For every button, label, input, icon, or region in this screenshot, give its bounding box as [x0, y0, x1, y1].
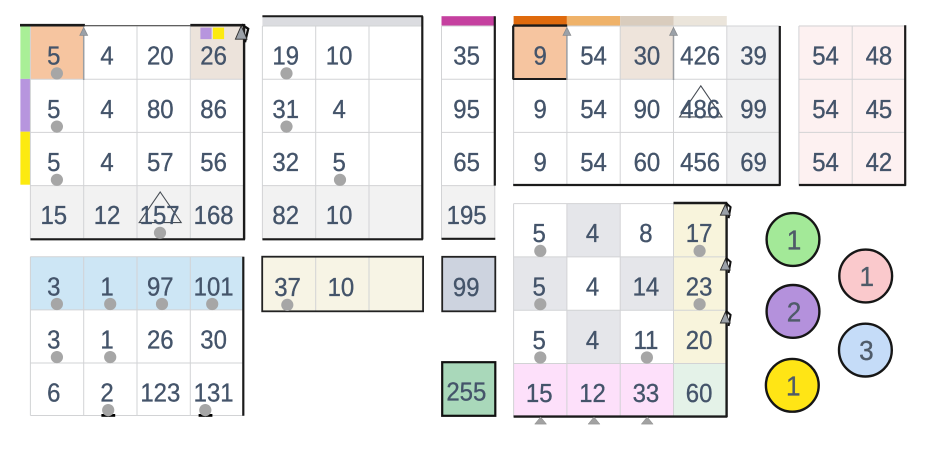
svg-text:5: 5 — [47, 95, 60, 124]
svg-text:19: 19 — [272, 42, 299, 71]
svg-text:99: 99 — [453, 273, 480, 302]
svg-text:10: 10 — [326, 42, 353, 71]
svg-text:99: 99 — [740, 95, 767, 124]
svg-text:42: 42 — [866, 148, 893, 177]
svg-text:69: 69 — [740, 148, 767, 177]
svg-text:157: 157 — [140, 201, 180, 230]
svg-text:31: 31 — [272, 95, 299, 124]
svg-text:26: 26 — [200, 42, 227, 71]
svg-text:4: 4 — [586, 273, 599, 302]
svg-text:5: 5 — [47, 42, 60, 71]
svg-text:9: 9 — [534, 95, 547, 124]
svg-text:15: 15 — [40, 201, 67, 230]
svg-text:95: 95 — [453, 95, 480, 124]
svg-text:65: 65 — [453, 148, 480, 177]
svg-text:4: 4 — [586, 219, 599, 248]
svg-text:123: 123 — [140, 379, 180, 408]
svg-text:15: 15 — [526, 379, 553, 408]
svg-text:12: 12 — [579, 379, 606, 408]
svg-text:4: 4 — [100, 148, 113, 177]
svg-text:30: 30 — [200, 326, 227, 355]
svg-text:1: 1 — [786, 371, 801, 402]
svg-text:3: 3 — [47, 273, 60, 302]
svg-text:5: 5 — [47, 148, 60, 177]
svg-text:54: 54 — [580, 95, 607, 124]
svg-text:5: 5 — [533, 219, 546, 248]
svg-text:5: 5 — [332, 148, 345, 177]
svg-text:60: 60 — [634, 148, 661, 177]
svg-text:131: 131 — [194, 379, 234, 408]
svg-text:48: 48 — [866, 42, 893, 71]
svg-text:54: 54 — [812, 148, 839, 177]
svg-text:9: 9 — [534, 42, 547, 71]
svg-text:1: 1 — [787, 225, 802, 256]
svg-text:30: 30 — [634, 42, 661, 71]
svg-text:97: 97 — [147, 273, 174, 302]
svg-text:11: 11 — [633, 326, 658, 355]
svg-text:35: 35 — [453, 42, 480, 71]
svg-text:23: 23 — [686, 273, 713, 302]
svg-text:54: 54 — [812, 95, 839, 124]
svg-text:10: 10 — [328, 273, 355, 302]
svg-text:8: 8 — [639, 219, 652, 248]
svg-text:4: 4 — [332, 95, 345, 124]
svg-text:82: 82 — [272, 201, 299, 230]
svg-text:80: 80 — [147, 95, 174, 124]
svg-text:168: 168 — [194, 201, 234, 230]
svg-text:456: 456 — [680, 148, 720, 177]
svg-text:56: 56 — [200, 148, 227, 177]
svg-text:54: 54 — [812, 42, 839, 71]
svg-text:32: 32 — [272, 148, 299, 177]
svg-text:5: 5 — [533, 326, 546, 355]
svg-text:1: 1 — [100, 326, 113, 355]
svg-text:1: 1 — [100, 273, 113, 302]
svg-text:426: 426 — [680, 42, 720, 71]
svg-text:86: 86 — [200, 95, 227, 124]
svg-text:90: 90 — [634, 95, 661, 124]
svg-text:5: 5 — [533, 273, 546, 302]
svg-text:37: 37 — [274, 273, 301, 302]
svg-text:3: 3 — [47, 326, 60, 355]
svg-text:3: 3 — [859, 336, 874, 367]
svg-text:60: 60 — [686, 379, 713, 408]
svg-text:12: 12 — [94, 201, 121, 230]
svg-text:10: 10 — [326, 201, 353, 230]
svg-text:1: 1 — [859, 261, 874, 292]
svg-text:255: 255 — [446, 378, 486, 407]
svg-text:2: 2 — [787, 297, 802, 328]
svg-text:6: 6 — [47, 379, 60, 408]
svg-text:486: 486 — [680, 95, 720, 124]
svg-text:54: 54 — [580, 148, 607, 177]
svg-text:26: 26 — [147, 326, 174, 355]
svg-text:33: 33 — [633, 379, 660, 408]
svg-text:45: 45 — [866, 95, 893, 124]
svg-text:20: 20 — [686, 326, 713, 355]
svg-text:2: 2 — [100, 379, 113, 408]
svg-text:57: 57 — [147, 148, 174, 177]
svg-text:17: 17 — [686, 219, 713, 248]
svg-text:20: 20 — [147, 42, 174, 71]
svg-text:14: 14 — [633, 273, 660, 302]
svg-text:4: 4 — [586, 326, 599, 355]
svg-text:195: 195 — [447, 201, 487, 230]
svg-text:4: 4 — [100, 95, 113, 124]
svg-text:4: 4 — [100, 42, 113, 71]
svg-text:101: 101 — [194, 273, 234, 302]
svg-text:54: 54 — [580, 42, 607, 71]
svg-text:39: 39 — [740, 42, 767, 71]
svg-text:9: 9 — [534, 148, 547, 177]
